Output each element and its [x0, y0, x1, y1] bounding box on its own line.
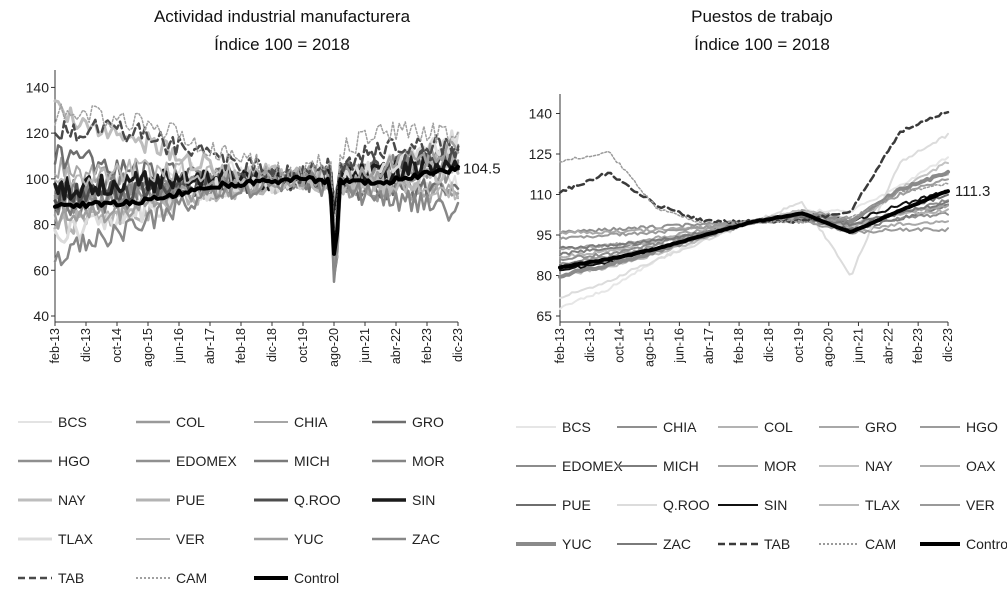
- left-x-tick-label: feb-13: [48, 328, 62, 363]
- right-series-mor: [559, 204, 949, 251]
- left-legend-label-chia: CHIA: [294, 414, 328, 430]
- left-series-zac: [53, 170, 460, 284]
- right-legend: BCS CHIA COL GRO HGO EDOMEX MICH MOR NAY OAX PUE Q.…: [516, 419, 1007, 552]
- right-x-tick-label: dic-18: [762, 328, 776, 362]
- right-legend-label-gro: GRO: [865, 419, 897, 435]
- right-legend-label-mich: MICH: [663, 458, 699, 474]
- right-legend-label-q-roo: Q.ROO: [663, 497, 710, 513]
- right-x-tick-label: oct-19: [792, 328, 806, 363]
- right-series-tab: [558, 110, 950, 225]
- left-x-tick-label: abr-22: [389, 328, 403, 364]
- left-y-tick-label: 140: [26, 79, 50, 95]
- left-legend-label-yuc: YUC: [294, 531, 324, 547]
- right-x-tick-label: abr-17: [702, 328, 716, 364]
- right-legend-label-mor: MOR: [764, 458, 797, 474]
- right-legend-label-pue: PUE: [562, 497, 591, 513]
- right-legend-label-hgo: HGO: [966, 419, 998, 435]
- left-x-tick-label: oct-19: [296, 328, 310, 363]
- left-y-tick-label: 80: [33, 217, 49, 233]
- right-y-tick-label: 65: [536, 308, 552, 324]
- right-legend-label-col: COL: [764, 419, 793, 435]
- left-legend-label-ver: VER: [176, 531, 205, 547]
- right-end-value-label: 111.3: [955, 183, 990, 200]
- left-legend-label-mor: MOR: [412, 453, 445, 469]
- left-end-value-label: 104.5: [463, 161, 501, 178]
- right-legend-label-cam: CAM: [865, 536, 896, 552]
- left-y-tick-label: 100: [26, 171, 50, 187]
- left-plot-area: 40 60 80 100 120 140 feb-13 dic-13 oct-14 ago-15 j…: [26, 70, 501, 367]
- right-x-tick-label: dic-13: [583, 328, 597, 362]
- right-y-tick-label: 95: [536, 227, 552, 243]
- right-x-tick-label: feb-18: [732, 328, 746, 363]
- left-y-tick-label: 60: [33, 262, 49, 278]
- right-legend-label-nay: NAY: [865, 458, 893, 474]
- left-series-cam: [54, 103, 459, 224]
- left-legend-label-pue: PUE: [176, 492, 205, 508]
- left-legend-label-col: COL: [176, 414, 205, 430]
- right-y-tick-label: 110: [530, 187, 553, 203]
- right-legend-label-tlax: TLAX: [865, 497, 901, 513]
- right-x-tick-label: jun-16: [672, 328, 686, 364]
- left-x-tick-label: jun-21: [358, 328, 372, 364]
- left-legend-label-hgo: HGO: [58, 453, 90, 469]
- right-chart-subtitle: Índice 100 = 2018: [694, 35, 830, 54]
- left-x-tick-label: feb-18: [234, 328, 248, 363]
- left-x-tick-label: ago-20: [327, 328, 341, 367]
- right-legend-label-chia: CHIA: [663, 419, 697, 435]
- right-legend-label-bcs: BCS: [562, 419, 591, 435]
- right-series-control: [558, 189, 950, 270]
- right-legend-label-oax: OAX: [966, 458, 996, 474]
- left-legend-label-nay: NAY: [58, 492, 86, 508]
- right-legend-label-control: Control: [966, 536, 1007, 552]
- left-legend-label-tab: TAB: [58, 570, 84, 586]
- right-legend-label-edomex: EDOMEX: [562, 458, 623, 474]
- left-series-ver: [54, 157, 459, 231]
- left-legend-label-bcs: BCS: [58, 414, 87, 430]
- right-legend-label-sin: SIN: [764, 497, 787, 513]
- left-series-control: [53, 164, 460, 256]
- left-x-tick-label: dic-23: [451, 328, 465, 362]
- right-legend-label-yuc: YUC: [562, 536, 592, 552]
- left-x-tick-label: dic-18: [265, 328, 279, 362]
- right-y-tick-label: 125: [529, 146, 553, 162]
- right-legend-label-ver: VER: [966, 497, 995, 513]
- left-y-tick-label: 120: [26, 125, 50, 141]
- left-legend-label-gro: GRO: [412, 414, 444, 430]
- left-legend-label-q-roo: Q.ROO: [294, 492, 341, 508]
- right-legend-label-tab: TAB: [764, 536, 790, 552]
- right-x-tick-label: feb-13: [553, 328, 567, 363]
- left-x-tick-label: abr-17: [203, 328, 217, 364]
- right-x-tick-label: oct-14: [613, 328, 627, 363]
- left-legend: BCS COL CHIA GRO HGO EDOMEX MICH MOR NAY PUE Q.ROO…: [18, 414, 445, 586]
- left-x-tick-label: feb-23: [420, 328, 434, 363]
- left-legend-label-cam: CAM: [176, 570, 207, 586]
- left-legend-label-edomex: EDOMEX: [176, 453, 237, 469]
- left-chart-subtitle: Índice 100 = 2018: [214, 35, 350, 54]
- right-x-tick-label: ago-20: [822, 328, 836, 367]
- right-legend-label-zac: ZAC: [663, 536, 691, 552]
- left-series-sin: [53, 155, 460, 223]
- left-y-tick-label: 40: [33, 308, 49, 324]
- left-x-tick-label: ago-15: [141, 328, 155, 367]
- right-y-tick-label: 140: [529, 106, 553, 122]
- left-chart-title: Actividad industrial manufacturera: [154, 7, 411, 26]
- right-plot-area: 65 80 95 110 125 140 feb-13 dic-13 oct-14 ago-15 j…: [529, 94, 990, 367]
- right-x-tick-label: ago-15: [643, 328, 657, 367]
- left-legend-label-sin: SIN: [412, 492, 435, 508]
- right-x-tick-label: abr-22: [881, 328, 895, 364]
- right-chart-title: Puestos de trabajo: [691, 7, 833, 26]
- left-x-tick-label: oct-14: [110, 328, 124, 363]
- left-legend-label-zac: ZAC: [412, 531, 440, 547]
- right-x-tick-label: dic-23: [941, 328, 955, 362]
- left-legend-label-mich: MICH: [294, 453, 330, 469]
- left-legend-label-control: Control: [294, 570, 339, 586]
- left-x-tick-label: jun-16: [172, 328, 186, 364]
- right-y-tick-label: 80: [536, 268, 552, 284]
- left-x-tick-label: dic-13: [79, 328, 93, 362]
- right-x-tick-label: feb-23: [911, 328, 925, 363]
- left-legend-label-tlax: TLAX: [58, 531, 94, 547]
- right-x-tick-label: jun-21: [851, 328, 865, 364]
